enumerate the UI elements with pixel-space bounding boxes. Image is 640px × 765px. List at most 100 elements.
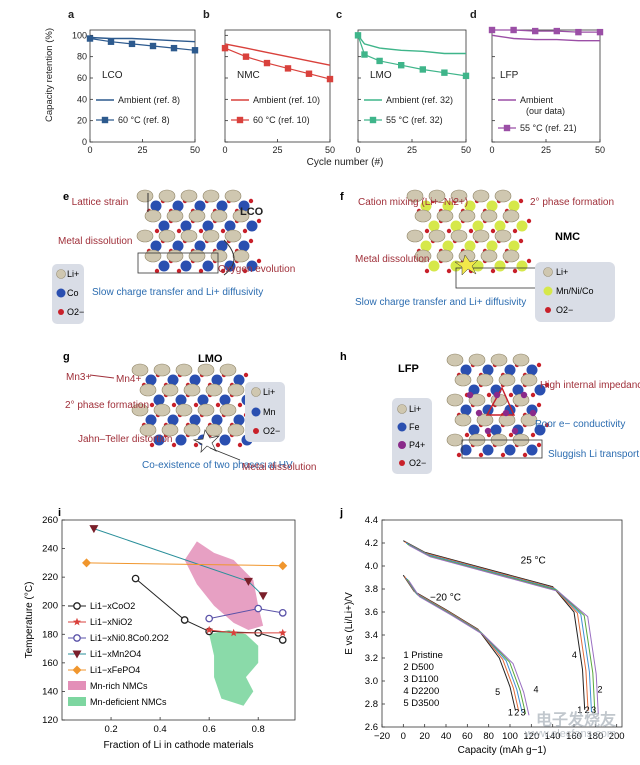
li-ion [188,209,206,223]
svg-text:Li+: Li+ [67,269,79,279]
metal-ion [172,200,184,212]
legend-label: Li1−xFePO4 [90,665,140,675]
y-tick-label: 20 [77,116,87,126]
oxygen-ion [508,392,514,398]
metal-ion [534,384,546,396]
axes-frame-a [89,29,196,143]
legend-marker [72,650,82,659]
phosphorus-ion [484,427,492,435]
oxygen-ion [468,228,474,234]
curve-25c [404,541,589,711]
svg-text:Fe: Fe [409,422,420,432]
li-ion [468,353,486,367]
oxygen-ion [518,238,524,244]
li-ion [494,229,512,243]
metal-ion [516,260,528,272]
x-tick-label: 0.2 [104,724,117,735]
dissolution-arrow [209,447,241,461]
metal-dissolution-label-g: Metal dissolution [242,462,316,473]
legend-swatch [68,681,86,690]
metal-ion [145,374,157,386]
x-tick-label: 20 [419,731,430,742]
y-tick-label: 160 [42,658,58,669]
lattice-strain-label: Lattice strain [72,197,129,208]
x-tick-label: 80 [483,731,494,742]
metal-ion [216,200,228,212]
metal-ion [158,260,170,272]
oxygen-ion [220,268,226,274]
li-ion [197,403,215,417]
oxygen-evolution-label: Oxygen evolution [218,264,295,275]
legend-marker [73,602,81,610]
li-ion [161,383,179,397]
li-ion [472,229,490,243]
li-ion [131,403,149,417]
oxygen-ion [446,228,452,234]
metal-ion [472,260,484,272]
panel-d: d 0 25 50 LFP Ambient(our data) 55 °C (ref. 21… [470,9,605,155]
impedance-triangle [485,386,516,416]
oxygen-ion [237,402,243,408]
metal-ion [238,200,250,212]
mn3-label: Mn3+ [66,372,91,383]
data-point [305,70,313,77]
oxygen-ion [512,268,518,274]
li-ion [436,209,454,223]
oxygen-ion [149,402,155,408]
li-ion [166,209,184,223]
li-ion [224,229,242,243]
data-point [221,44,229,52]
top-panels: Capacity retention (%) Cycle number (#) … [44,9,605,168]
metal-ion [504,364,516,376]
schematic-h: h LFP High internal impedance Poor e− co… [340,351,640,474]
svg-text:Mn: Mn [263,407,276,417]
li-ion [494,189,512,203]
x-tick-label: 0 [222,145,227,155]
y-tick-label: 4.2 [365,538,378,549]
li-ion [450,189,468,203]
x-tick-label: 0.8 [252,724,265,735]
phosphorus-ion [502,409,510,417]
curve-end-label: 1 [508,708,513,718]
svg-text:O2−: O2− [556,305,573,315]
x-tick-label: 25 [541,145,551,155]
highlight-box [137,252,219,274]
legend-marker-hot [101,116,109,124]
curve-25c [407,543,596,714]
oxygen-ion [446,268,452,274]
metal-ion [224,220,236,232]
nmc-title: NMC [555,231,580,243]
oxygen-ion [248,198,254,204]
oxygen-ion [526,218,532,224]
sluggish-transport-label: Sluggish Li transport [548,449,639,460]
y-tick-label: 4.4 [365,515,378,526]
li-ion [205,383,223,397]
metal-ion [468,424,480,436]
li-ion [139,383,157,397]
metal-ion [197,394,209,406]
oxygen-ion [544,382,550,388]
data-point [532,27,539,35]
li-ion [205,423,223,437]
data-point [596,28,604,36]
legend-label-hot: 60 °C (ref. 10) [253,115,310,125]
data-point [229,628,238,637]
legend-label-hot: 55 °C (ref. 21) [520,123,577,133]
x-tick-label: 200 [609,731,625,742]
li-ion [428,189,446,203]
li-ion [480,249,498,263]
data-point [510,26,517,34]
svg-text:O2−: O2− [409,458,426,468]
y-tick-label: 0 [82,137,87,147]
curve-end-label: 3 [591,705,596,715]
panel-letter-f: f [340,191,344,203]
legend-label: Li1−xNi0.8Co0.2O2 [90,633,169,643]
oxygen-ion [248,238,254,244]
temp-label-hot: 25 °C [521,556,546,567]
oxygen-arrow [223,239,235,276]
x-tick-label: 0.6 [203,724,216,735]
y-tick-label: 260 [42,515,58,526]
oxygen-ion [464,432,470,438]
panel-letter-i: i [58,507,61,519]
li-ion [136,189,154,203]
